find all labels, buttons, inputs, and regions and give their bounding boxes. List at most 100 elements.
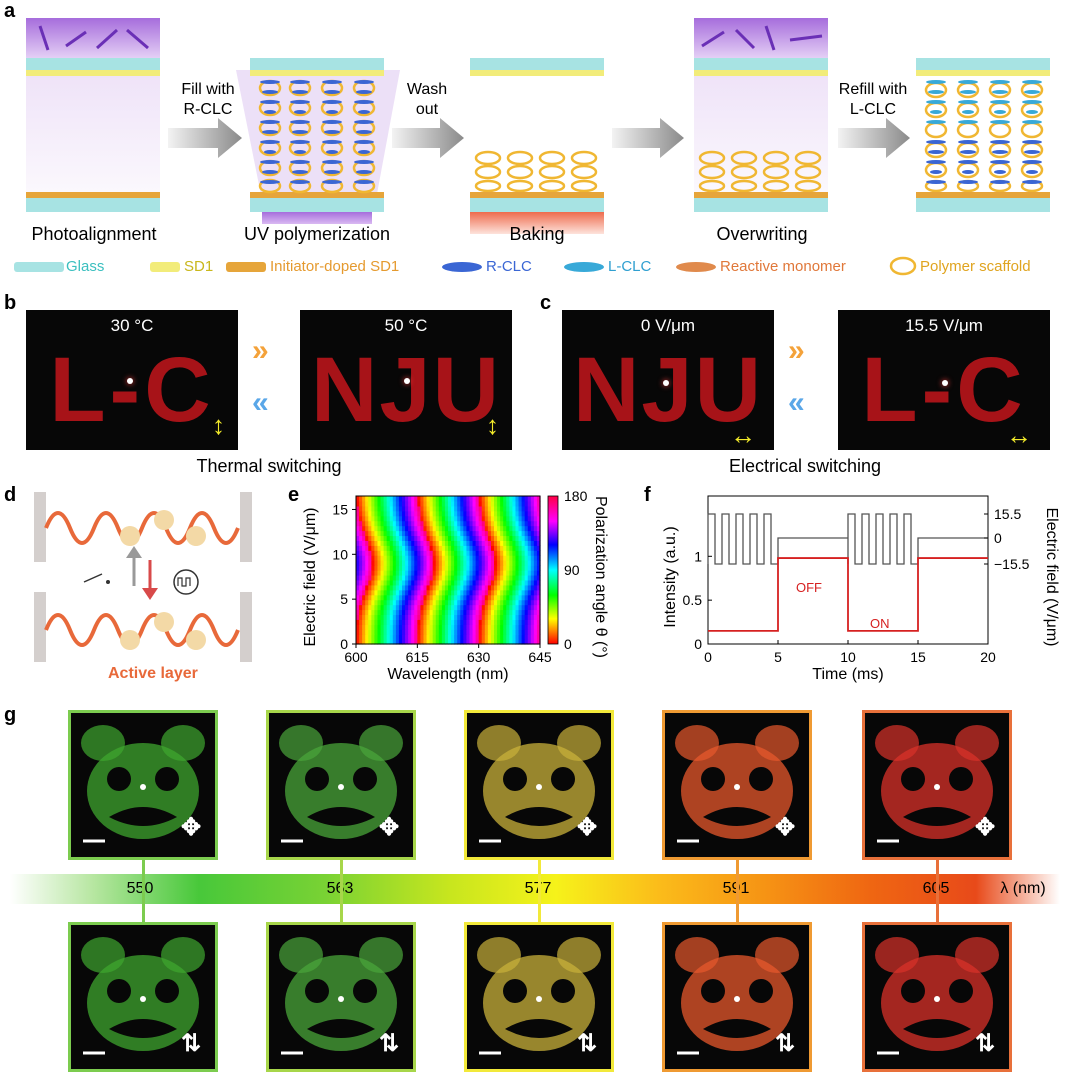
heatmap-cell	[377, 530, 382, 537]
heatmap-cell	[509, 604, 513, 611]
heatmap-cell	[365, 624, 369, 630]
heatmap-cell	[521, 530, 526, 537]
heatmap-cell	[435, 609, 440, 615]
heatmap-cell	[448, 505, 452, 512]
heatmap-cell	[466, 560, 471, 566]
heatmap-cell	[497, 560, 501, 566]
heatmap-cell	[374, 535, 379, 541]
heatmap-cell	[527, 614, 532, 620]
heatmap-cell	[426, 619, 431, 625]
heatmap-cell	[466, 535, 471, 541]
heatmap-cell	[512, 530, 517, 537]
heatmap-cell	[475, 609, 480, 615]
heatmap-cell	[503, 584, 507, 591]
heatmap-cell	[500, 525, 504, 532]
heatmap-cell	[380, 510, 385, 517]
heatmap-cell	[451, 530, 455, 537]
heatmap-cell	[457, 604, 461, 611]
heatmap-cell	[371, 555, 375, 561]
heatmap-cell	[368, 515, 372, 522]
heatmap-cell	[377, 525, 382, 532]
heatmap-cell	[481, 530, 486, 537]
heatmap-cell	[481, 619, 486, 625]
hologram-frame: ⇅	[464, 922, 614, 1072]
heatmap-cell	[490, 609, 495, 615]
heatmap-cell	[392, 589, 397, 596]
heatmap-cell	[414, 574, 418, 581]
heatmap-cell	[512, 550, 517, 556]
heatmap-cell	[377, 639, 382, 645]
heatmap-cell	[478, 589, 483, 596]
heatmap-cell	[426, 570, 431, 576]
heatmap-cell	[389, 505, 394, 512]
plot-right-ticks: 15.50−15.5	[984, 506, 1030, 572]
heatmap-cell	[438, 515, 443, 522]
heatmap-cell	[444, 525, 449, 532]
heatmap-cell	[469, 525, 474, 532]
heatmap-cell	[530, 584, 535, 591]
heatmap-cell	[515, 500, 520, 507]
cell-baking	[470, 58, 604, 234]
heatmap-cell	[362, 570, 366, 576]
heatmap-cell	[392, 565, 397, 571]
heatmap-cell	[512, 584, 517, 591]
heatmap-cell	[383, 550, 388, 556]
heatmap-cell	[365, 574, 369, 581]
heatmap-cell	[475, 619, 480, 625]
heatmap-cell	[472, 639, 477, 645]
heatmap-cell	[374, 570, 379, 576]
heatmap-cell	[524, 565, 529, 571]
heatmap-cell	[386, 614, 391, 620]
heatmap-cell	[497, 496, 501, 502]
heatmap-cell	[521, 579, 526, 586]
heatmap-cell	[448, 574, 452, 581]
heatmap-cell	[429, 540, 434, 546]
hologram-frame: ✥	[266, 710, 416, 860]
heatmap-cell	[500, 574, 504, 581]
cell-overwriting	[694, 18, 828, 212]
heatmap-cell	[518, 505, 523, 512]
heatmap-cell	[469, 619, 474, 625]
heatmap-cell	[494, 520, 498, 527]
heatmap-cell	[463, 570, 467, 576]
heatmap-cell	[454, 496, 458, 502]
heatmap-cell	[417, 505, 421, 512]
heatmap-cell	[494, 579, 498, 586]
heatmap-cell	[426, 604, 431, 611]
plot-left-ticks: 00.51	[683, 548, 712, 652]
heatmap-cell	[356, 604, 360, 611]
heatmap-cell	[509, 599, 513, 606]
heatmap-cell	[441, 624, 446, 630]
arrow-1-label: Fill with R-CLC	[181, 81, 235, 118]
heatmap-cell	[420, 510, 425, 517]
heatmap-cell	[423, 614, 428, 620]
heatmap-cell	[478, 599, 483, 606]
heatmap-cell	[524, 496, 529, 502]
heatmap-cell	[420, 515, 425, 522]
heatmap-cell	[460, 599, 464, 606]
heatmap-cell	[451, 614, 455, 620]
heatmap-cell	[411, 604, 415, 611]
heatmap-cell	[426, 525, 431, 532]
heatmap-cell	[503, 579, 507, 586]
heatmap-cell	[454, 589, 458, 596]
heatmap-cell	[481, 540, 486, 546]
heatmap-cell	[487, 619, 492, 625]
heatmap-cell	[518, 614, 523, 620]
heatmap-cell	[377, 594, 382, 601]
heatmap-cell	[503, 520, 507, 527]
heatmap-cell	[371, 505, 375, 512]
heatmap-cell	[429, 584, 434, 591]
heatmap-cell	[392, 579, 397, 586]
heatmap-cell	[441, 510, 446, 517]
heatmap-cell	[392, 515, 397, 522]
heatmap-cell	[500, 496, 504, 502]
heatmap-cell	[484, 520, 489, 527]
heatmap-cell	[417, 525, 421, 532]
heatmap-cell	[475, 560, 480, 566]
zero-order-spot	[942, 380, 948, 386]
heatmap-cell	[478, 619, 483, 625]
heatmap-cell	[460, 584, 464, 591]
colorbar	[547, 495, 559, 645]
heatmap-cell	[429, 594, 434, 601]
